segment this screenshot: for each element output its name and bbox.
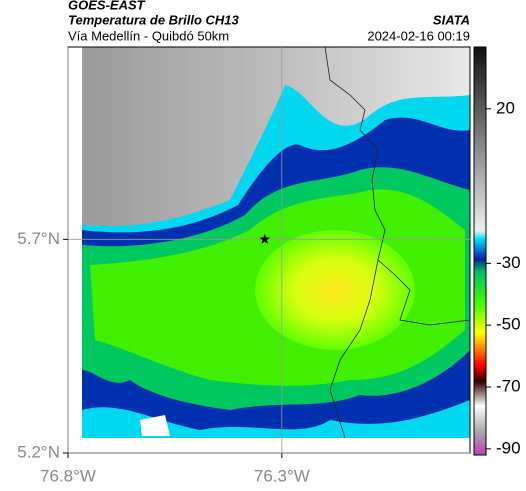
x-tick-label: 76.8°W: [40, 466, 96, 485]
source: SIATA: [433, 12, 470, 27]
y-tick-label: 5.2°N: [17, 442, 60, 461]
colorbar-tick-label: -50: [496, 315, 521, 334]
gridlines: [63, 47, 470, 458]
colorbar-tick-label: 20: [496, 98, 515, 117]
title: GOES-EAST: [68, 0, 146, 12]
x-tick-label: 76.3°W: [254, 466, 310, 485]
imagery: [82, 47, 470, 438]
subtitle: Temperatura de Brillo CH13: [68, 12, 240, 27]
timestamp: 2024-02-16 00:19: [367, 28, 470, 43]
y-tick-label: 5.7°N: [17, 229, 60, 248]
colorbar: [473, 46, 487, 456]
marks: [259, 233, 270, 244]
colorbar-tick-label: -30: [496, 253, 521, 272]
colorbar-tick-label: -90: [496, 438, 521, 457]
location-marker: [259, 233, 270, 244]
location: Vía Medellín - Quibdó 50km: [68, 28, 229, 43]
colorbar-tick-label: -70: [496, 376, 521, 395]
colorbar-ticks: 20 -30 -50 -70 -90: [486, 98, 521, 457]
